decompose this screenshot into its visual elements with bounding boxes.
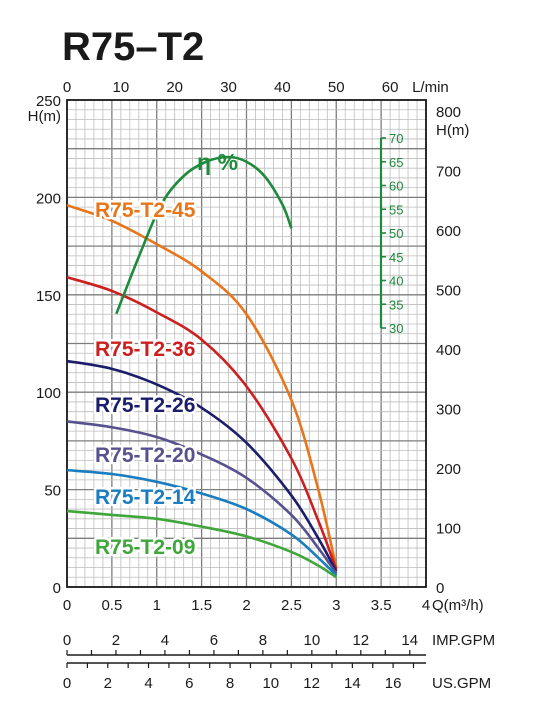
us-gpm-tick-label: 0 <box>63 675 71 692</box>
y-right-tick-label: 400 <box>436 342 461 359</box>
efficiency-tick-label: 55 <box>389 202 403 217</box>
y-axis-unit: H(m) <box>28 108 61 125</box>
y-right-tick-label: 100 <box>436 521 461 538</box>
x-tick-label: 1 <box>153 597 161 614</box>
series-label-halo: R75-T2-26 <box>95 394 195 417</box>
x-top-tick-label: 30 <box>220 79 237 96</box>
series-label: R75-T2-36 <box>95 338 195 361</box>
efficiency-tick-label: 35 <box>389 297 403 312</box>
x-top-tick-label: 60 <box>382 79 399 96</box>
imp-gpm-tick-label: 8 <box>259 632 267 649</box>
efficiency-tick-label: 45 <box>389 250 403 265</box>
x-top-tick-label: 40 <box>274 79 291 96</box>
x-top-axis-unit: L/min <box>412 79 449 96</box>
y-right-tick-label: 600 <box>436 223 461 240</box>
efficiency-label: η % <box>197 149 238 175</box>
series-label-halo: R75-T2-36 <box>95 338 195 361</box>
y-right-tick-label: 500 <box>436 283 461 300</box>
y-tick-label: 100 <box>36 385 61 402</box>
x-tick-label: 0.5 <box>101 597 122 614</box>
us-gpm-tick-label: 6 <box>185 675 193 692</box>
efficiency-tick-label: 60 <box>389 179 403 194</box>
x-tick-label: 3.5 <box>371 597 392 614</box>
imp-gpm-unit: IMP.GPM <box>432 632 495 649</box>
y-right-tick-label: 0 <box>436 580 444 597</box>
x-top-tick-label: 20 <box>166 79 183 96</box>
axes: 0 0.5 1 1.5 2 2.5 3 3.5 4 Q(m³/h)0 10 20 30 40 50 60 L/m… <box>28 79 484 614</box>
imp-gpm-tick-label: 0 <box>63 632 71 649</box>
series-labels: R75-T2-45R75-T2-45R75-T2-36R75-T2-36R75-… <box>93 197 199 562</box>
us-gpm-tick-label: 10 <box>262 675 279 692</box>
us-gpm-tick-label: 4 <box>144 675 152 692</box>
series-line-R75-T2-26 <box>66 359 338 573</box>
us-gpm-unit: US.GPM <box>432 675 491 692</box>
series-label: R75-T2-45 <box>95 199 196 222</box>
us-gpm-tick-label: 8 <box>226 675 234 692</box>
x-axis-unit: Q(m³/h) <box>432 597 484 614</box>
efficiency-curve <box>115 155 293 315</box>
series-label: R75-T2-14 <box>95 486 196 509</box>
y-tick-label: 200 <box>36 190 61 207</box>
series-label: R75-T2-20 <box>95 444 195 467</box>
y-right-tick-label: 300 <box>436 402 461 419</box>
imp-gpm-tick-label: 4 <box>161 632 169 649</box>
x-tick-label: 2 <box>242 597 250 614</box>
bottom-scales: IMP.GPM 0 2 4 6 8 10 12 14 0 2 4 6 8 10 12 14 16 US.GPM <box>63 632 495 692</box>
imp-gpm-tick-label: 10 <box>303 632 320 649</box>
us-gpm-tick-label: 16 <box>385 675 402 692</box>
efficiency-tick-label: 65 <box>389 155 403 170</box>
y-tick-label: 250 <box>36 93 61 110</box>
series-label-halo: R75-T2-09 <box>95 536 195 559</box>
series-label-halo: R75-T2-45 <box>95 199 196 222</box>
x-tick-label: 1.5 <box>191 597 212 614</box>
imp-gpm-tick-label: 6 <box>210 632 218 649</box>
series-line-R75-T2-45 <box>66 203 338 568</box>
series-line-R75-T2-36 <box>66 276 338 570</box>
y-right-tick-label: 700 <box>436 164 461 181</box>
x-top-tick-label: 50 <box>328 79 345 96</box>
y-right-tick-label: 800 <box>436 104 461 121</box>
y-right-axis-unit: H(m) <box>436 122 469 139</box>
x-tick-label: 3 <box>332 597 340 614</box>
efficiency-tick-label: 40 <box>389 274 403 289</box>
series-label: R75-T2-26 <box>95 394 195 417</box>
imp-gpm-tick-label: 14 <box>401 632 418 649</box>
series-layer <box>66 203 338 579</box>
x-tick-label: 2.5 <box>281 597 302 614</box>
x-top-tick-label: 0 <box>63 79 71 96</box>
y-right-tick-label: 200 <box>436 461 461 478</box>
y-tick-label: 0 <box>53 580 61 597</box>
y-tick-label: 150 <box>36 288 61 305</box>
efficiency-tick-label: 30 <box>389 321 403 336</box>
imp-gpm-tick-label: 2 <box>112 632 120 649</box>
series-line-R75-T2-20 <box>66 420 338 575</box>
us-gpm-tick-label: 14 <box>344 675 361 692</box>
series-label: R75-T2-09 <box>95 536 195 559</box>
series-label-halo: R75-T2-14 <box>95 486 196 509</box>
efficiency-tick-label: 50 <box>389 226 403 241</box>
chart-title: R75–T2 <box>62 25 204 69</box>
plot-frame <box>66 99 427 588</box>
series-line-R75-T2-09 <box>66 509 337 579</box>
efficiency-tick-label: 70 <box>389 131 403 146</box>
efficiency-layer: 30 35 40 45 50 55 60 65 70 η % <box>115 131 403 336</box>
us-gpm-tick-label: 12 <box>303 675 320 692</box>
imp-gpm-tick-label: 12 <box>352 632 369 649</box>
x-tick-label: 4 <box>422 597 430 614</box>
series-line-R75-T2-14 <box>66 468 338 577</box>
x-tick-label: 0 <box>63 597 71 614</box>
series-label-halo: R75-T2-20 <box>95 444 195 467</box>
y-tick-label: 50 <box>44 483 61 500</box>
us-gpm-tick-label: 2 <box>104 675 112 692</box>
x-top-tick-label: 10 <box>113 79 130 96</box>
